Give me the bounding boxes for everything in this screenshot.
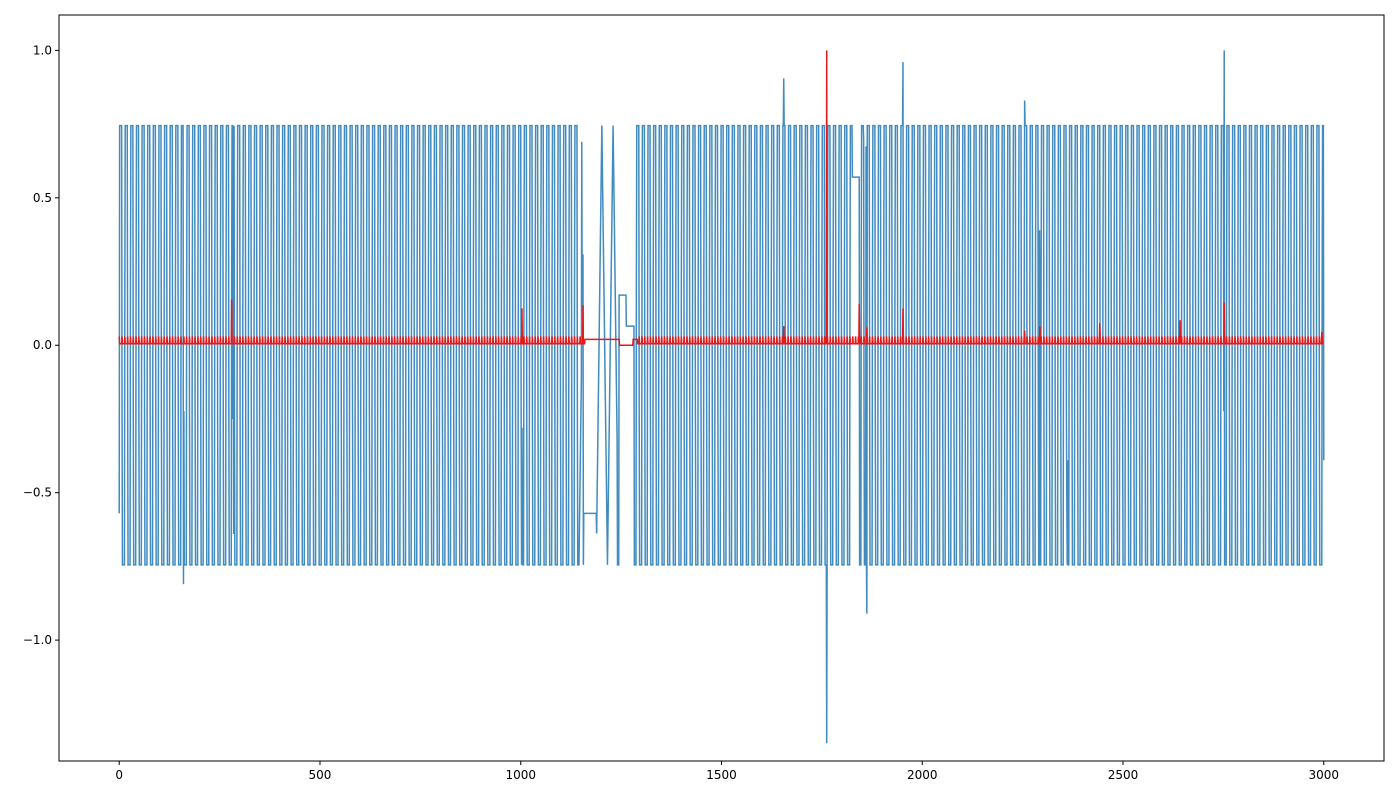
x-tick-label: 2500: [1108, 768, 1139, 782]
y-tick-label: 1.0: [33, 43, 52, 57]
x-tick-label: 0: [115, 768, 123, 782]
score-series-line: [118, 50, 1324, 346]
series-layer: [118, 50, 1325, 744]
y-tick-label: −0.5: [23, 486, 52, 500]
x-tick-label: 1000: [505, 768, 536, 782]
x-tick-label: 500: [309, 768, 332, 782]
x-axis: 0 500 1000 1500 2000 2500 3000: [115, 761, 1339, 782]
x-tick-label: 2000: [907, 768, 938, 782]
y-tick-label: 0.0: [33, 338, 52, 352]
y-axis: −1.0 −0.5 0.0 0.5 1.0: [23, 43, 59, 647]
signal-series-line: [118, 50, 1325, 744]
x-tick-label: 3000: [1308, 768, 1339, 782]
plot-area: [58, 14, 1385, 762]
x-tick-label: 1500: [706, 768, 737, 782]
y-tick-label: −1.0: [23, 633, 52, 647]
y-tick-label: 0.5: [33, 191, 52, 205]
